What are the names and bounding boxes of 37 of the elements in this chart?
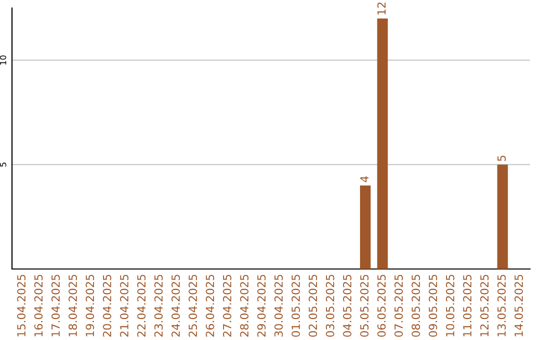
x-tick-label: 26.04.2025 — [206, 274, 214, 337]
x-tick-label: 23.04.2025 — [154, 274, 163, 337]
x-tick-label: 14.05.2025 — [514, 274, 523, 336]
x-tick-label: 06.05.2025 — [377, 274, 386, 337]
x-tick-label: 13.05.2025 — [497, 274, 506, 336]
bar — [497, 164, 508, 269]
bar — [377, 18, 388, 269]
data-label: 12 — [377, 2, 386, 14]
x-tick-label: 30.04.2025 — [274, 274, 283, 337]
x-tick-label: 09.05.2025 — [428, 274, 438, 337]
x-tick-label: 10.05.2025 — [446, 274, 454, 336]
data-label: 5 — [498, 156, 506, 161]
x-tick-label: 07.05.2025 — [394, 274, 403, 337]
x-tick-label: 25.04.2025 — [188, 274, 198, 337]
x-tick-label: 28.04.2025 — [240, 274, 248, 337]
y-tick-label: 10 — [0, 55, 6, 65]
x-tick-label: 22.04.2025 — [137, 274, 146, 337]
x-tick-label: 12.05.2025 — [480, 274, 489, 336]
x-tick-label: 11.05.2025 — [463, 274, 472, 336]
x-tick-label: 21.04.2025 — [120, 274, 128, 337]
x-tick-label: 27.04.2025 — [222, 274, 232, 337]
x-tick-label: 17.04.2025 — [51, 274, 60, 336]
x-tick-label: 16.04.2025 — [34, 274, 43, 336]
x-tick-label: 24.04.2025 — [171, 274, 180, 337]
x-tick-label: 03.05.2025 — [326, 274, 334, 337]
x-tick-label: 19.04.2025 — [86, 274, 94, 336]
x-tick-label: 08.05.2025 — [412, 274, 420, 337]
x-tick-label: 04.05.2025 — [343, 274, 352, 337]
x-tick-label: 05.05.2025 — [360, 274, 369, 337]
x-tick-label: 18.04.2025 — [68, 274, 77, 336]
x-tick-label: 15.04.2025 — [17, 274, 26, 336]
x-tick-label: 01.05.2025 — [292, 274, 300, 337]
bar — [360, 185, 371, 269]
x-tick-label: 29.04.2025 — [257, 274, 266, 337]
data-label: 4 — [360, 176, 368, 182]
x-tick-label: 02.05.2025 — [308, 274, 318, 337]
x-tick-label: 20.04.2025 — [102, 274, 112, 337]
